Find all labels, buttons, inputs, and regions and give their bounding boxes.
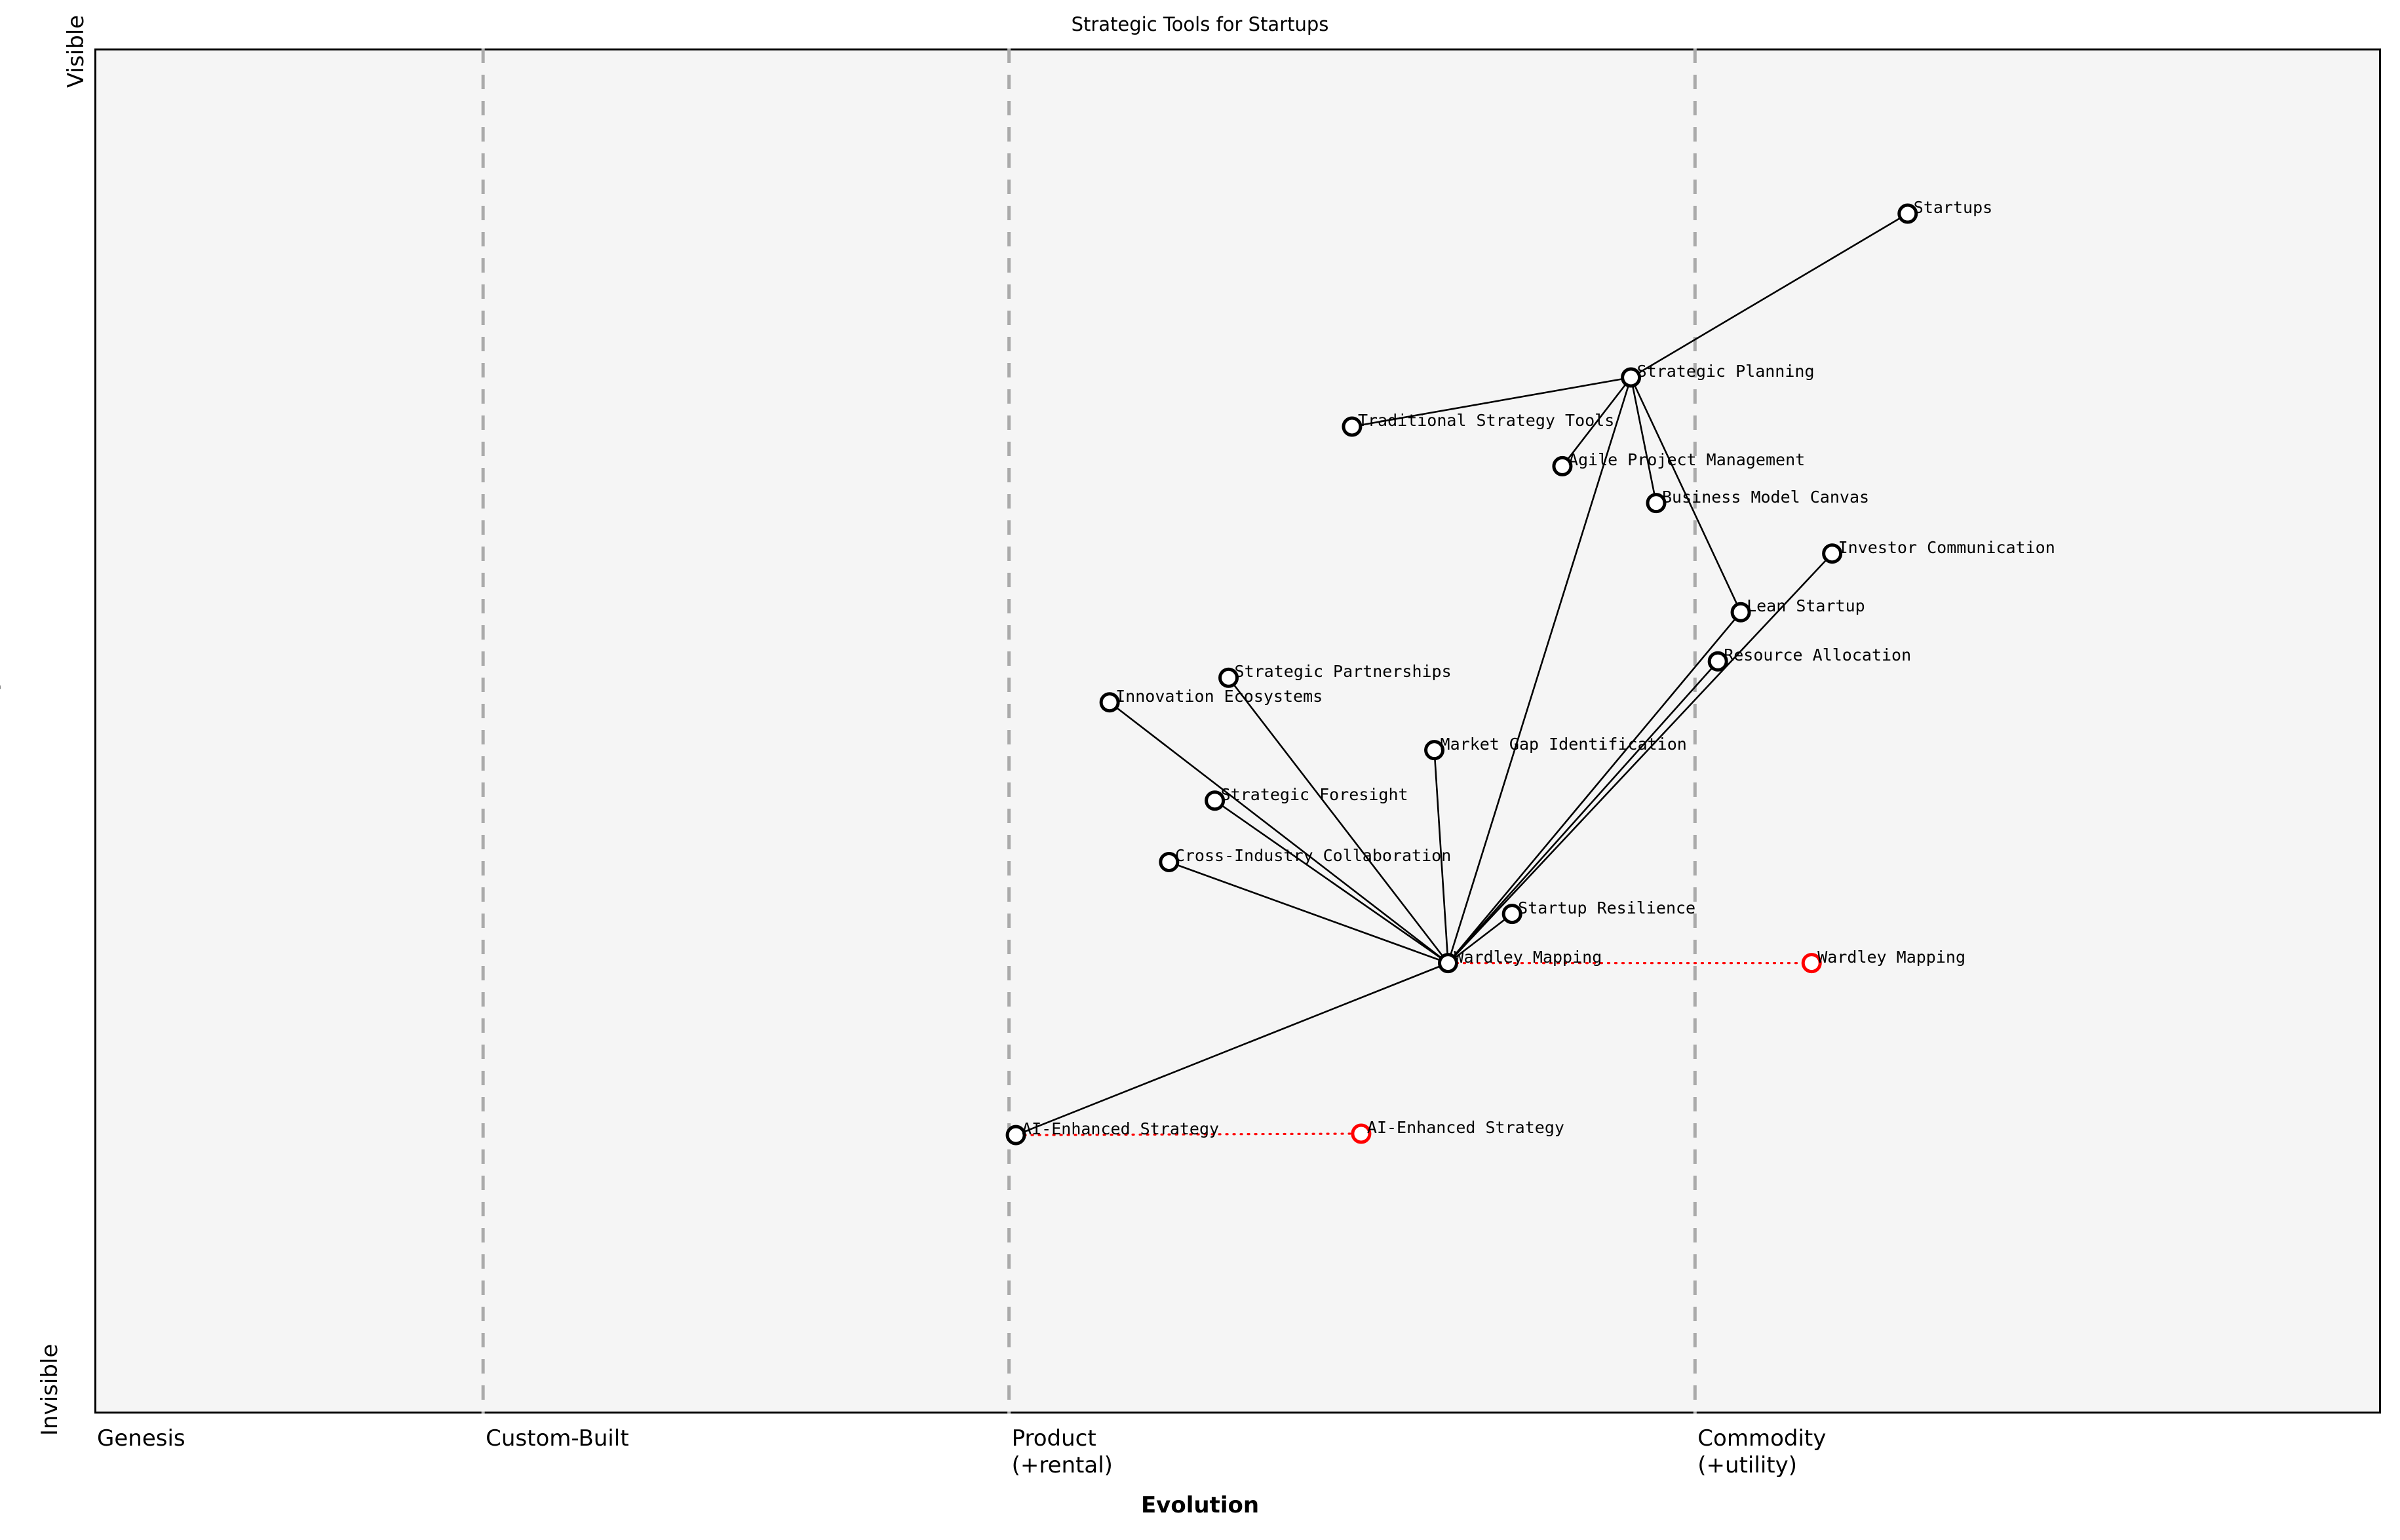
node-label: Wardley Mapping <box>1454 947 1602 967</box>
x-tick-label: Commodity (+utility) <box>1697 1425 1827 1479</box>
node-label: Agile Project Management <box>1568 450 1806 470</box>
node-label: Wardley Mapping <box>1817 947 1966 967</box>
node-label: Startup Resilience <box>1518 898 1696 917</box>
x-tick-label: Genesis <box>97 1425 185 1452</box>
y-tick-label-invisible: Invisible <box>37 1343 63 1436</box>
y-axis-title: Visibility <box>0 676 1 786</box>
node-label: AI-Enhanced Strategy <box>1366 1117 1564 1137</box>
node-label: Lean Startup <box>1747 596 1865 616</box>
y-tick-label-visible: Visible <box>63 14 89 88</box>
x-axis-title: Evolution <box>1140 1492 1260 1518</box>
x-tick-label: Product (+rental) <box>1011 1425 1113 1479</box>
node-label: Investor Communication <box>1838 537 2055 557</box>
node-label: Strategic Partnerships <box>1234 662 1452 682</box>
node-label: Innovation Ecosystems <box>1115 686 1323 706</box>
node-label: Strategic Planning <box>1636 362 1815 381</box>
x-tick-label: Custom-Built <box>486 1425 629 1452</box>
chart-title: Strategic Tools for Startups <box>1071 13 1329 35</box>
node-label: Business Model Canvas <box>1661 487 1870 507</box>
node-label: Startups <box>1913 198 1993 218</box>
node-label: Traditional Strategy Tools <box>1357 410 1615 430</box>
node-label: Cross-Industry Collaboration <box>1174 846 1452 866</box>
node-label: AI-Enhanced Strategy <box>1022 1119 1220 1139</box>
node-label: Resource Allocation <box>1724 645 1912 665</box>
node-label: Strategic Foresight <box>1220 784 1408 804</box>
plot-area <box>94 48 2381 1414</box>
node-label: Market Gap Identification <box>1440 734 1687 754</box>
